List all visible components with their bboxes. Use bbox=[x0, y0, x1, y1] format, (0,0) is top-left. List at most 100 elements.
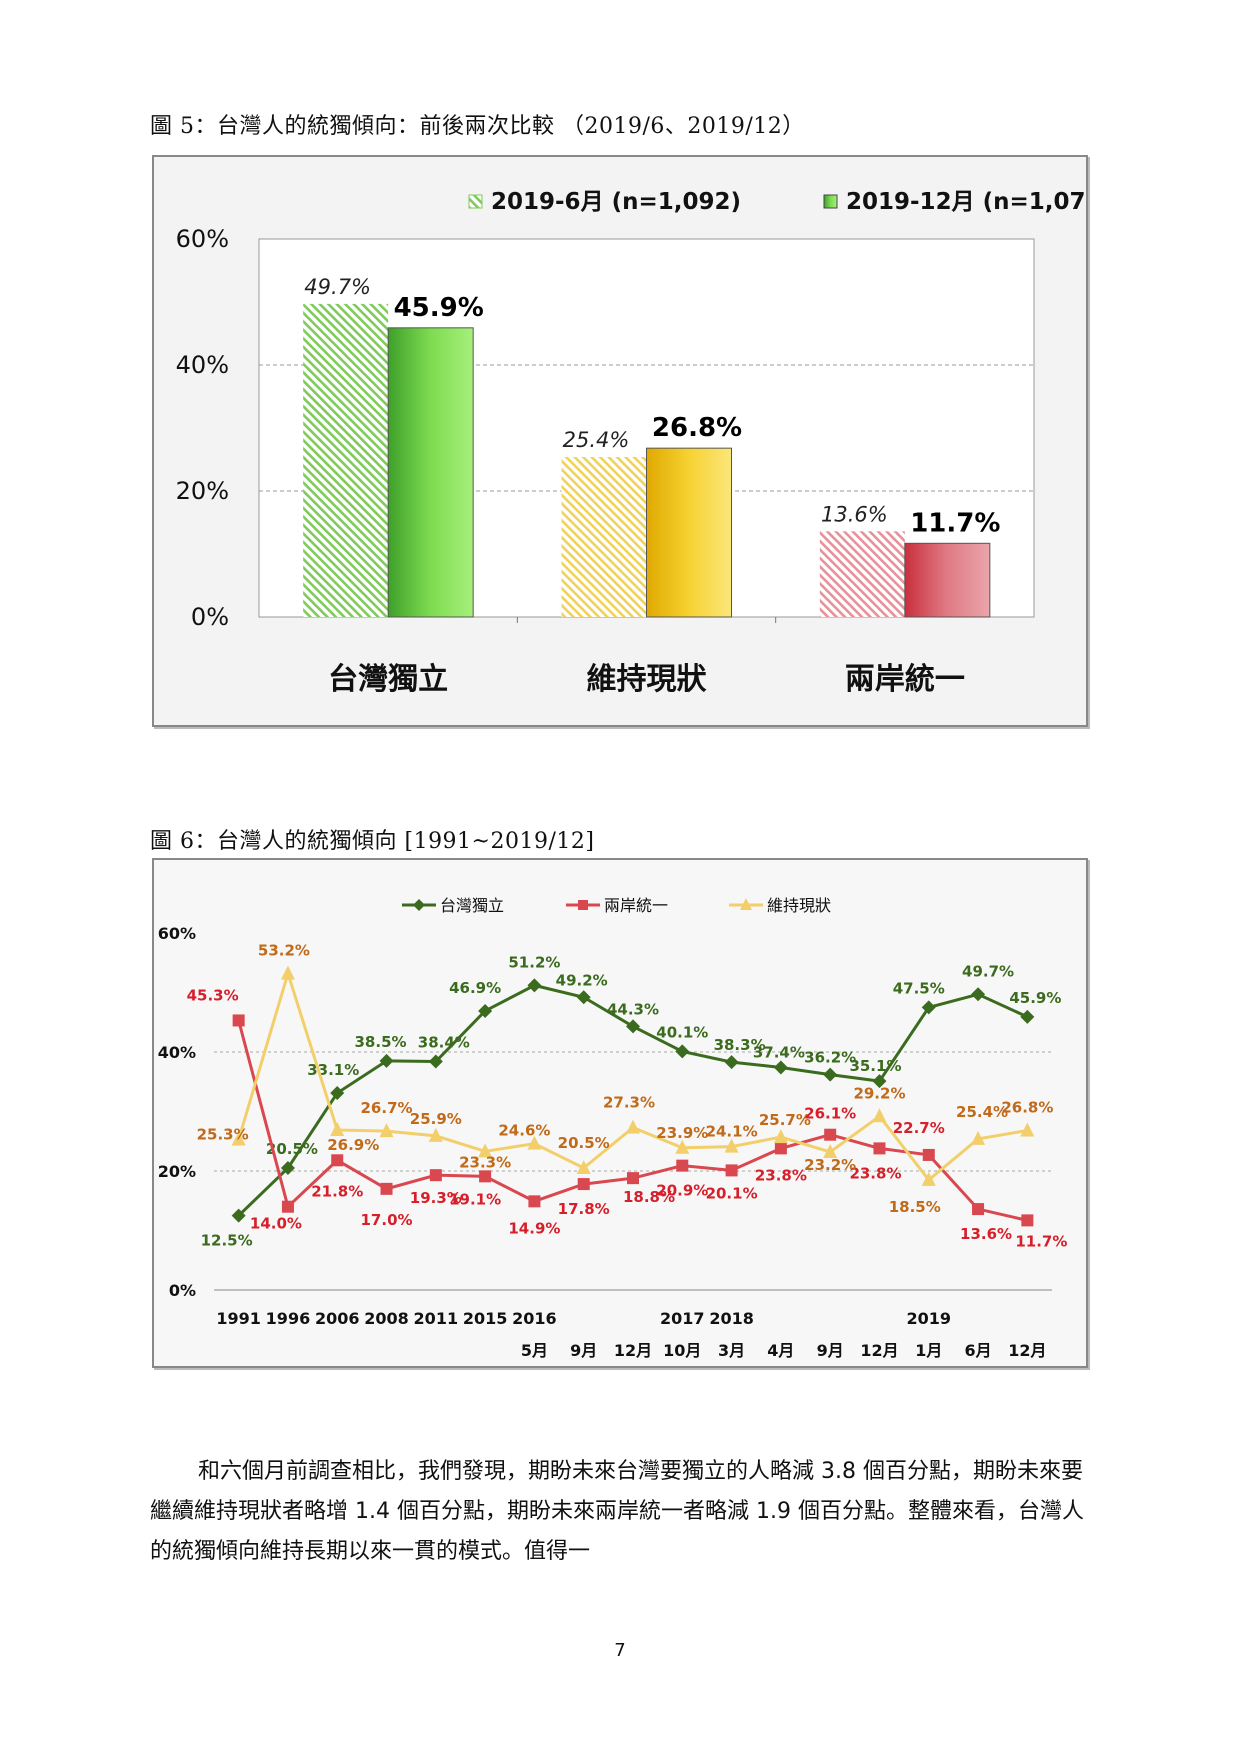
figure5-frame: 0% 20% 40% 60% 49.7% 45.9% 台灣獨立 25.4% 26.8% 維持現狀 1… bbox=[152, 155, 1112, 727]
y-tick-label: 0% bbox=[191, 603, 229, 631]
data-label: 24.1% bbox=[706, 1123, 758, 1141]
data-point bbox=[922, 1148, 935, 1161]
data-label: 25.7% bbox=[759, 1111, 811, 1129]
data-point bbox=[1020, 1009, 1035, 1024]
bar bbox=[387, 327, 474, 618]
data-label: 11.7% bbox=[910, 508, 1000, 538]
data-label: 46.9% bbox=[449, 979, 501, 997]
data-label: 13.6% bbox=[960, 1225, 1012, 1243]
legend-swatch bbox=[823, 194, 838, 209]
data-label: 19.1% bbox=[449, 1190, 501, 1208]
data-label: 17.0% bbox=[361, 1211, 413, 1229]
data-point bbox=[478, 1143, 493, 1158]
data-point bbox=[380, 1182, 393, 1195]
data-point bbox=[231, 1131, 246, 1146]
legend-swatch bbox=[468, 194, 483, 209]
data-point bbox=[626, 1019, 640, 1034]
data-label: 12.5% bbox=[201, 1232, 253, 1250]
data-label: 23.3% bbox=[459, 1153, 511, 1171]
data-label: 49.7% bbox=[962, 962, 1014, 980]
data-point bbox=[1021, 1214, 1034, 1227]
data-point bbox=[280, 965, 295, 980]
data-point bbox=[528, 1195, 541, 1208]
x-tick-label: 12月 bbox=[860, 1341, 898, 1360]
category-label: 兩岸統一 bbox=[845, 662, 965, 697]
data-point bbox=[428, 1127, 443, 1142]
data-label: 20.5% bbox=[558, 1134, 610, 1152]
data-label: 25.3% bbox=[197, 1125, 249, 1143]
data-label: 47.5% bbox=[893, 979, 945, 997]
y-tick-label: 0% bbox=[169, 1281, 196, 1300]
category-label: 維持現狀 bbox=[587, 662, 707, 697]
category-label: 台灣獨立 bbox=[328, 662, 448, 697]
data-point bbox=[280, 1161, 295, 1176]
data-point bbox=[231, 1208, 246, 1223]
figure6-caption: 圖 6：台灣人的統獨傾向 [1991~2019/12] bbox=[150, 829, 595, 854]
data-point bbox=[1020, 1122, 1035, 1137]
data-point bbox=[773, 1129, 788, 1144]
y-tick-label: 20% bbox=[158, 1162, 196, 1181]
data-point bbox=[232, 1014, 245, 1027]
data-label: 20.1% bbox=[706, 1184, 758, 1202]
data-label: 45.3% bbox=[187, 986, 239, 1004]
data-label: 27.3% bbox=[603, 1094, 655, 1112]
data-point bbox=[971, 987, 986, 1002]
data-label: 26.8% bbox=[652, 413, 742, 443]
data-point bbox=[675, 1044, 690, 1059]
legend-marker bbox=[578, 900, 588, 910]
data-label: 49.2% bbox=[556, 971, 608, 989]
x-tick-label: 2008 bbox=[364, 1309, 409, 1328]
data-label: 25.9% bbox=[410, 1110, 462, 1128]
body-paragraph: 和六個月前調查相比，我們發現，期盼未來台灣要獨立的人略減 3.8 個百分點，期盼… bbox=[150, 1459, 1084, 1564]
data-label: 37.4% bbox=[753, 1043, 805, 1061]
x-tick-label: 2006 bbox=[315, 1309, 360, 1328]
data-label: 45.9% bbox=[394, 293, 484, 323]
x-tick-label: 6月 bbox=[964, 1341, 991, 1360]
data-point bbox=[675, 1139, 690, 1154]
data-label: 22.7% bbox=[893, 1119, 945, 1137]
data-label: 13.6% bbox=[821, 502, 888, 526]
data-label: 35.1% bbox=[849, 1057, 901, 1075]
data-label: 17.8% bbox=[558, 1200, 610, 1218]
data-label: 40.1% bbox=[656, 1023, 708, 1041]
x-tick-label: 4月 bbox=[767, 1341, 794, 1360]
x-tick-label: 9月 bbox=[817, 1341, 844, 1360]
bar-chart: 0% 20% 40% 60% 49.7% 45.9% 台灣獨立 25.4% 26.8% 維持現狀 1… bbox=[176, 189, 1112, 697]
data-label: 14.0% bbox=[250, 1215, 302, 1233]
x-tick-label: 12月 bbox=[1008, 1341, 1046, 1360]
data-point bbox=[627, 1172, 639, 1185]
data-point bbox=[576, 1160, 591, 1175]
data-label: 25.4% bbox=[956, 1103, 1008, 1121]
x-tick-label: 1991 bbox=[216, 1309, 261, 1328]
data-label: 24.6% bbox=[498, 1122, 550, 1140]
data-point bbox=[872, 1108, 887, 1123]
data-label: 38.3% bbox=[714, 1036, 766, 1054]
data-label: 18.5% bbox=[889, 1198, 941, 1216]
data-point bbox=[330, 1086, 345, 1101]
legend-label: 2019-12月 (n=1,075) bbox=[846, 189, 1086, 215]
data-label: 44.3% bbox=[607, 1000, 659, 1018]
x-tick-label: 2018 bbox=[709, 1309, 754, 1328]
data-label: 45.9% bbox=[1009, 989, 1061, 1007]
data-point bbox=[429, 1169, 442, 1182]
legend-label: 台灣獨立 bbox=[440, 896, 504, 915]
data-label: 14.9% bbox=[508, 1219, 560, 1237]
data-point bbox=[823, 1067, 838, 1082]
data-label: 21.8% bbox=[311, 1182, 363, 1200]
legend-label: 兩岸統一 bbox=[604, 896, 668, 915]
x-tick-label: 3月 bbox=[718, 1341, 745, 1360]
data-label: 49.7% bbox=[304, 275, 371, 299]
figure5-caption: 圖 5：台灣人的統獨傾向：前後兩次比較 （2019/6、2019/12） bbox=[150, 114, 805, 139]
data-point bbox=[626, 1119, 640, 1134]
bar bbox=[646, 447, 732, 618]
data-point bbox=[823, 1143, 838, 1158]
data-point bbox=[774, 1142, 787, 1155]
x-tick-label: 2017 bbox=[660, 1309, 705, 1328]
data-point bbox=[676, 1159, 689, 1172]
data-point bbox=[873, 1142, 886, 1155]
data-label: 53.2% bbox=[258, 941, 310, 959]
figure6-frame: 0% 20% 40% 60% 1991 1996 2006 2008 2011 2015 2016 5… bbox=[152, 858, 1088, 1368]
y-tick-label: 20% bbox=[176, 477, 229, 505]
legend-marker bbox=[413, 899, 425, 911]
data-label: 26.1% bbox=[804, 1105, 856, 1123]
